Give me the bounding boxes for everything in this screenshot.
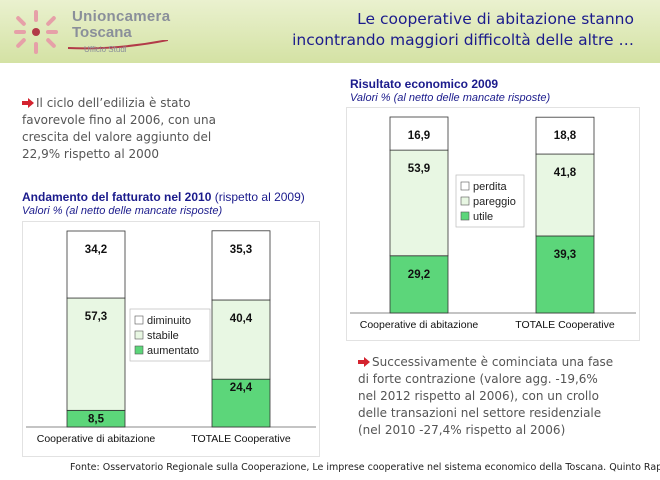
legend-label-pareggio: pareggio [473, 196, 516, 208]
chart-fatturato-subtitle: Valori % (al netto delle mancate rispost… [22, 205, 223, 217]
bar-utile-1 [389, 255, 449, 314]
chart-risultato: 29,2 53,9 16,9 Cooperative di abitazione 39,… [346, 107, 640, 341]
source-footer: Fonte: Osservatorio Regionale sulla Coop… [70, 462, 660, 473]
data-label-stabile-1: 57,3 [85, 311, 107, 323]
chart-fatturato-title-text: Andamento del fatturato nel 2010 [22, 190, 212, 204]
data-label-aumentato-2: 24,4 [230, 382, 253, 394]
category-label-2: TOTALE Cooperative [515, 319, 615, 331]
data-label-pareggio-1: 53,9 [408, 163, 430, 175]
legend-label-aumentato: aumentato [147, 345, 199, 357]
chart-risultato-title: Risultato economico 2009 [350, 77, 499, 91]
data-label-perdita-2: 18,8 [554, 130, 577, 142]
bar-perdita-1 [389, 116, 449, 151]
data-label-utile-1: 29,2 [408, 269, 430, 281]
header-banner: Unioncamera Toscana Ufficio Studi Le coo… [0, 0, 660, 63]
legend-swatch-stabile [134, 330, 144, 340]
bar-pareggio-1 [389, 149, 449, 257]
category-label-1: Cooperative di abitazione [37, 433, 156, 445]
chart-fatturato-title: Andamento del fatturato nel 2010 (rispet… [22, 190, 305, 204]
legend-swatch-utile [460, 211, 470, 221]
bar-stabile-2 [211, 299, 271, 380]
legend-box [129, 308, 211, 362]
legend-label-perdita: perdita [473, 181, 508, 193]
page-title: Le cooperative di abitazione stanno inco… [214, 9, 634, 51]
data-label-diminuito-1: 34,2 [85, 244, 107, 256]
category-label-1: Cooperative di abitazione [360, 319, 479, 331]
bullet-line: nel 2012 rispetto al 2006), con un croll… [358, 389, 599, 403]
bar-pareggio-2 [535, 153, 595, 237]
bar-utile-2 [535, 235, 595, 314]
legend-label-diminuito: diminuito [147, 315, 191, 327]
logo-line3: Ufficio Studi [84, 45, 127, 54]
legend-swatch-perdita [460, 181, 470, 191]
arrow-right-icon [22, 98, 34, 108]
bar-diminuito-1 [66, 230, 126, 299]
bullet-line: 22,9% rispetto al 2000 [22, 147, 160, 161]
bullet-line: favorevole fino al 2006, con una [22, 113, 216, 127]
chart-fatturato-title-note: (rispetto al 2009) [214, 190, 305, 204]
logo-mark-icon [14, 10, 58, 54]
bullet-line: di forte contrazione (valore agg. -19,6% [358, 372, 598, 386]
data-label-stabile-2: 40,4 [230, 313, 253, 325]
bullet-contrazione: Successivamente è cominciata una fase di… [358, 354, 658, 439]
bullet-line: Il ciclo dell’edilizia è stato [36, 96, 191, 110]
legend-swatch-diminuito [134, 315, 144, 325]
data-label-aumentato-1: 8,5 [88, 413, 105, 425]
legend-swatch-aumentato [134, 345, 144, 355]
bullet-line: delle transazioni nel settore residenzia… [358, 406, 602, 420]
data-label-diminuito-2: 35,3 [230, 244, 252, 256]
chart-risultato-subtitle: Valori % (al netto delle mancate rispost… [350, 92, 551, 104]
chart-frame [346, 107, 640, 341]
bar-diminuito-2 [211, 230, 271, 301]
data-label-pareggio-2: 41,8 [554, 167, 577, 179]
logo-swoosh-icon [68, 40, 168, 50]
logo-line1: Unioncamera [72, 8, 171, 25]
arrow-right-icon [358, 357, 370, 367]
logo: Unioncamera Toscana Ufficio Studi [8, 6, 208, 58]
title-line2: incontrando maggiori difficoltà delle al… [292, 31, 634, 49]
bullet-line: Successivamente è cominciata una fase [372, 355, 614, 369]
legend-label-utile: utile [473, 211, 493, 223]
chart-frame [22, 221, 320, 457]
legend-swatch-pareggio [460, 196, 470, 206]
legend-label-stabile: stabile [147, 330, 179, 342]
category-label-2: TOTALE Cooperative [191, 433, 291, 445]
logo-line2: Toscana [72, 24, 132, 41]
bullet-edilizia: Il ciclo dell’edilizia è stato favorevol… [22, 95, 302, 163]
bar-aumentato-2 [211, 378, 271, 428]
title-line1: Le cooperative di abitazione stanno [357, 10, 634, 28]
bullet-line: (nel 2010 -27,4% rispetto al 2006) [358, 423, 566, 437]
bar-stabile-1 [66, 297, 126, 411]
bar-perdita-2 [535, 116, 595, 155]
chart-fatturato: 8,5 57,3 34,2 Cooperative di abitazione 24,4… [22, 221, 320, 457]
data-label-utile-2: 39,3 [554, 249, 576, 261]
data-label-perdita-1: 16,9 [408, 130, 430, 142]
bullet-line: crescita del valore aggiunto del [22, 130, 212, 144]
